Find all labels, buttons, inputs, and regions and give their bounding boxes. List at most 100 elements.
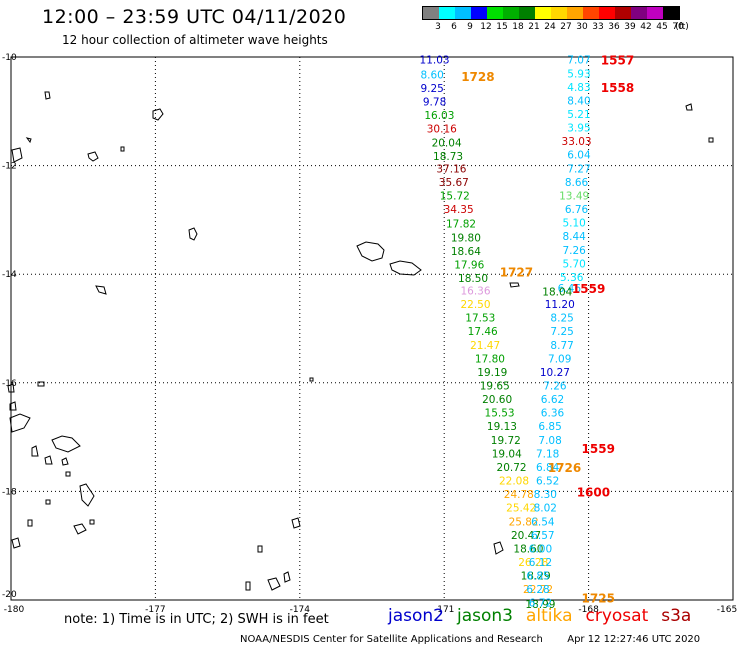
colorbar-swatch xyxy=(503,7,519,19)
wave-height-value: 19.04 xyxy=(492,448,522,460)
colorbar-swatch xyxy=(455,7,471,19)
wave-height-value: 8.30 xyxy=(534,489,557,501)
wave-height-value: 18.99 xyxy=(525,599,555,611)
island-fiji-7 xyxy=(7,383,15,393)
map-gridlines xyxy=(11,57,733,600)
wave-height-value: 6.85 xyxy=(526,571,549,583)
lon-tick-label: -165 xyxy=(717,605,737,615)
colorbar-label: 39 xyxy=(624,22,636,32)
legend-jason3: jason3 xyxy=(457,606,513,626)
colorbar-swatch xyxy=(423,7,439,19)
wave-height-value: 18.64 xyxy=(451,246,481,258)
island-small-7 xyxy=(25,137,32,144)
wave-height-value: 6.54 xyxy=(531,516,555,528)
wave-height-value: 18.04 xyxy=(542,287,572,299)
pass-time-label: 1725 xyxy=(582,591,615,605)
lat-tick-label: -18 xyxy=(2,487,17,497)
wave-height-value: 8.25 xyxy=(550,313,573,325)
wave-height-value: 17.96 xyxy=(454,259,484,271)
wave-height-value: 18.73 xyxy=(433,151,463,163)
island-futuna xyxy=(152,108,164,121)
wave-height-value: 9.25 xyxy=(420,83,443,95)
colorbar-swatch xyxy=(487,7,503,19)
pass-time-label: 1726 xyxy=(548,461,581,475)
island-fiji-14 xyxy=(27,519,33,527)
colorbar-swatch xyxy=(583,7,599,19)
lon-tick-label: -180 xyxy=(4,605,25,615)
colorbar-label: 15 xyxy=(496,22,508,32)
wave-height-value: 8.02 xyxy=(534,503,557,515)
lat-tick-label: -16 xyxy=(2,379,17,389)
wave-height-value: 30.16 xyxy=(427,124,457,136)
wave-height-value: 15.53 xyxy=(485,408,515,420)
island-small-6 xyxy=(11,147,23,163)
island-fiji-13 xyxy=(45,499,51,505)
wave-height-value: 16.03 xyxy=(424,110,454,122)
colorbar-swatch xyxy=(663,7,679,19)
island-fiji-6 xyxy=(79,483,95,507)
colorbar-label: 36 xyxy=(608,22,620,32)
wave-height-value: 13.49 xyxy=(559,190,589,202)
wave-height-value: 6.12 xyxy=(529,557,552,569)
island-tonga-5 xyxy=(257,545,263,553)
colorbar-label: 12 xyxy=(480,22,492,32)
wave-height-value: 8.77 xyxy=(550,340,573,352)
wave-height-value: 8.44 xyxy=(562,231,586,243)
colorbar-swatch xyxy=(631,7,647,19)
wave-height-value: 8.66 xyxy=(565,177,589,189)
island-tonga-3 xyxy=(283,571,291,583)
wave-height-value: 10.27 xyxy=(540,367,570,379)
wave-height-value: 16.36 xyxy=(460,285,490,297)
island-tonga-4 xyxy=(291,517,301,529)
wave-height-value: 4.83 xyxy=(567,82,590,94)
wave-height-value: 6.00 xyxy=(529,543,552,555)
wave-height-value: 7.08 xyxy=(538,435,561,447)
legend-s3a: s3a xyxy=(661,606,692,626)
wave-height-value: 17.53 xyxy=(465,313,495,325)
colorbar-label: 27 xyxy=(560,22,572,32)
wave-height-value: 7.07 xyxy=(567,55,590,67)
island-fiji-15 xyxy=(89,519,95,525)
colorbar-swatch xyxy=(599,7,615,19)
wave-height-value: 19.72 xyxy=(491,435,521,447)
island-tutuila xyxy=(509,282,520,288)
wave-height-value: 5.70 xyxy=(562,258,585,270)
colorbar-label: 3 xyxy=(435,22,441,32)
wave-height-value: 8.60 xyxy=(420,69,443,81)
wave-height-value: 22.72 xyxy=(523,584,553,596)
wave-height-value: 6.85 xyxy=(538,421,561,433)
island-fiji-12 xyxy=(65,471,71,477)
colorbar-label: 24 xyxy=(544,22,556,32)
colorbar-swatch xyxy=(567,7,583,19)
wave-height-value: 7.25 xyxy=(550,326,573,338)
island-wallis xyxy=(188,227,198,241)
lon-tick-label: -177 xyxy=(145,605,165,615)
colorbar-swatch xyxy=(535,7,551,19)
wave-height-value: 20.72 xyxy=(497,462,527,474)
wave-height-value: 9.78 xyxy=(423,97,446,109)
colorbar-label: 70 xyxy=(672,22,684,32)
island-savaii xyxy=(356,241,385,262)
colorbar-label: 42 xyxy=(640,22,652,32)
wave-height-value: 6.04 xyxy=(567,150,591,162)
colorbar-labels: 3 6 9 12 15 18 21 24 27 30 33 36 39 42 45 70 (ft) xyxy=(422,22,732,34)
island-vanua-levu xyxy=(9,413,31,433)
colorbar-label: (ft) xyxy=(675,22,689,32)
wave-height-value: 22.50 xyxy=(460,299,490,311)
wave-height-value: 5.21 xyxy=(567,109,590,121)
colorbar-label: 6 xyxy=(451,22,457,32)
wave-height-value: 20.04 xyxy=(432,137,462,149)
wave-height-value: 7.26 xyxy=(562,245,586,257)
legend-jason2: jason2 xyxy=(388,606,444,626)
wave-height-value: 20.47 xyxy=(511,530,541,542)
wave-height-value: 6.72 xyxy=(529,598,552,610)
wave-height-value: 19.13 xyxy=(487,421,517,433)
wave-height-value: 7.09 xyxy=(548,353,571,365)
pass-time-label: 1600 xyxy=(577,485,610,499)
axis-tick-labels: -180 -177 -174 -171 -168 -165 -10 -12 -14 -16 -18 -… xyxy=(2,53,737,615)
lat-tick-label: -10 xyxy=(2,53,17,63)
island-small-8 xyxy=(120,146,125,152)
pass-time-label: 1557 xyxy=(601,54,634,68)
wave-height-value: 20.60 xyxy=(482,394,512,406)
